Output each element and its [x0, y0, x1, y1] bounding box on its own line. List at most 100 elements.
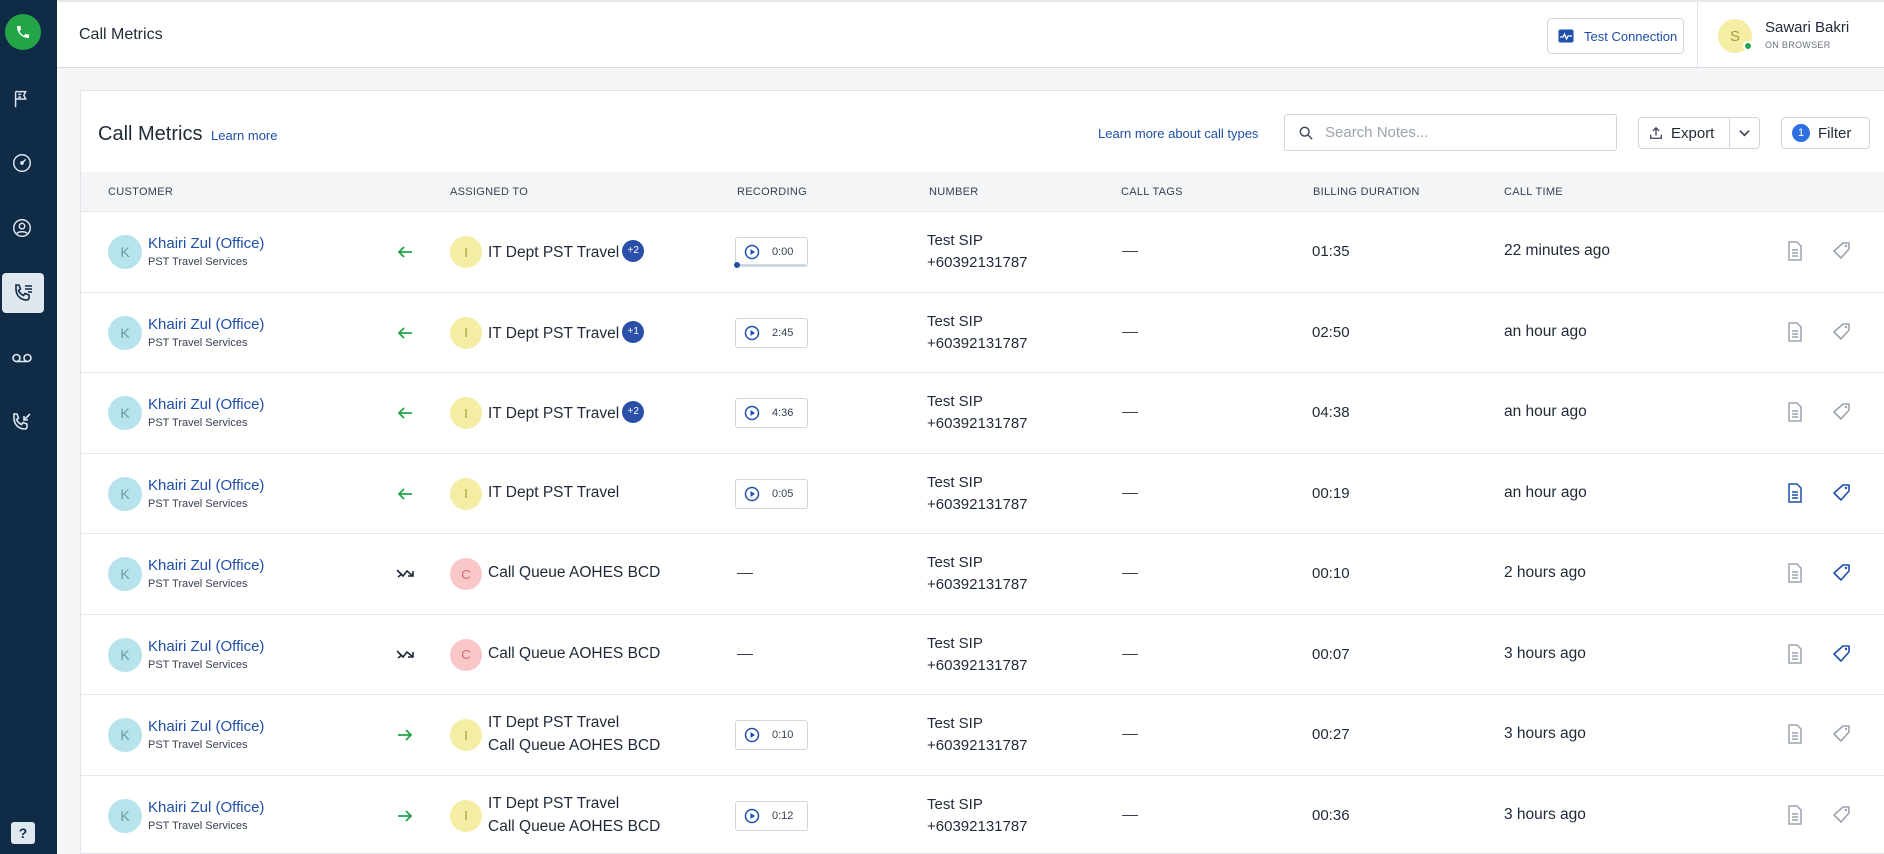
export-dropdown-button[interactable] [1729, 117, 1760, 149]
assigned-to-name[interactable]: IT Dept PST Travel [488, 244, 620, 262]
additional-assignees-badge[interactable]: +2 [622, 240, 645, 262]
learn-more-link[interactable]: Learn more [211, 128, 278, 143]
table-row[interactable]: K Khairi Zul (Office) PST Travel Service… [81, 454, 1884, 534]
tag-button[interactable] [1832, 563, 1852, 588]
tag-button[interactable] [1832, 322, 1852, 347]
learn-more-call-types-link[interactable]: Learn more about call types [1098, 126, 1259, 141]
tag-button[interactable] [1832, 805, 1852, 830]
table-row[interactable]: K Khairi Zul (Office) PST Travel Service… [81, 615, 1884, 695]
table-row[interactable]: K Khairi Zul (Office) PST Travel Service… [81, 212, 1884, 293]
tag-button[interactable] [1832, 402, 1852, 427]
play-recording-button[interactable]: 0:10 [735, 720, 808, 750]
user-name[interactable]: Sawari Bakri [1765, 19, 1850, 36]
sidebar-item-contacts[interactable] [0, 206, 44, 250]
tag-icon [1833, 644, 1850, 662]
search-icon [1299, 126, 1313, 140]
call-time: an hour ago [1504, 322, 1587, 340]
call-time: 22 minutes ago [1504, 242, 1610, 259]
call-time: 2 hours ago [1504, 564, 1586, 581]
notes-button[interactable] [1786, 241, 1804, 266]
chevron-down-icon [1739, 130, 1750, 137]
customer-name-link[interactable]: Khairi Zul (Office) [148, 718, 265, 735]
notes-button[interactable] [1786, 321, 1804, 347]
play-recording-button[interactable]: 0:12 [735, 800, 808, 831]
assigned-to-name[interactable]: Call Queue AOHES BCD [488, 644, 661, 662]
outbound-call-arrow-icon [398, 809, 413, 822]
search-input[interactable] [1325, 124, 1595, 141]
phone-dialer-button[interactable] [5, 14, 41, 50]
filter-button[interactable]: 1 Filter [1781, 117, 1870, 149]
customer-avatar: K [108, 718, 142, 752]
help-button[interactable]: ? [11, 822, 35, 844]
play-recording-button[interactable]: 4:36 [735, 398, 808, 428]
call-time: 3 hours ago [1504, 644, 1586, 662]
assigned-to-queue[interactable]: Call Queue AOHES BCD [488, 737, 661, 754]
customer-name-link[interactable]: Khairi Zul (Office) [148, 637, 265, 655]
assigned-to-name[interactable]: Call Queue AOHES BCD [488, 564, 661, 581]
additional-assignees-badge[interactable]: +2 [622, 401, 645, 423]
no-recording-dash [737, 653, 753, 655]
notes-button[interactable] [1786, 402, 1804, 427]
assigned-to-name[interactable]: IT Dept PST Travel [488, 405, 620, 423]
recording-progress-handle[interactable] [734, 262, 740, 268]
assigned-to-name[interactable]: IT Dept PST Travel [488, 794, 620, 812]
customer-name-link[interactable]: Khairi Zul (Office) [148, 235, 265, 252]
play-recording-button[interactable]: 2:45 [735, 317, 808, 348]
sidebar-item-flag[interactable] [0, 77, 44, 121]
tag-button[interactable] [1832, 483, 1852, 508]
pulse-monitor-icon [1558, 29, 1574, 43]
customer-name-link[interactable]: Khairi Zul (Office) [148, 396, 265, 413]
notes-button[interactable] [1786, 804, 1804, 830]
user-avatar[interactable]: S [1718, 19, 1753, 53]
sidebar-item-voicemail[interactable] [0, 336, 44, 380]
export-button[interactable]: Export [1638, 117, 1730, 149]
call-time: an hour ago [1504, 403, 1587, 420]
test-connection-button[interactable]: Test Connection [1547, 18, 1684, 54]
play-recording-button[interactable]: 0:00 [735, 237, 808, 267]
customer-company: PST Travel Services [148, 336, 248, 349]
billing-duration: 00:36 [1312, 806, 1350, 824]
notes-icon [1788, 563, 1802, 583]
table-row[interactable]: K Khairi Zul (Office) PST Travel Service… [81, 534, 1884, 615]
notes-icon [1788, 402, 1802, 422]
search-notes[interactable] [1284, 114, 1617, 151]
table-row[interactable]: K Khairi Zul (Office) PST Travel Service… [81, 373, 1884, 454]
tag-icon [1833, 725, 1850, 742]
play-recording-button[interactable]: 0:05 [735, 478, 808, 509]
table-row[interactable]: K Khairi Zul (Office) PST Travel Service… [81, 776, 1884, 854]
customer-name-link[interactable]: Khairi Zul (Office) [148, 315, 265, 333]
assigned-to-cell: Call Queue AOHES BCD [488, 645, 660, 663]
customer-name-link[interactable]: Khairi Zul (Office) [148, 557, 265, 574]
assignee-avatar: I [450, 477, 482, 510]
assigned-to-cell: IT Dept PST Travel +2 [488, 240, 645, 264]
table-body: K Khairi Zul (Office) PST Travel Service… [81, 212, 1884, 854]
voicemail-icon [12, 353, 32, 363]
notes-button[interactable] [1786, 643, 1804, 669]
sidebar-item-dashboard[interactable] [0, 141, 44, 185]
assigned-to-name[interactable]: IT Dept PST Travel [488, 714, 620, 731]
assigned-to-queue[interactable]: Call Queue AOHES BCD [488, 817, 661, 835]
tag-button[interactable] [1832, 241, 1852, 266]
export-label: Export [1671, 124, 1715, 142]
notes-button[interactable] [1786, 724, 1804, 749]
sidebar-item-call-metrics[interactable] [2, 273, 44, 313]
notes-button[interactable] [1786, 482, 1804, 508]
assigned-to-name[interactable]: IT Dept PST Travel [488, 324, 620, 342]
customer-company: PST Travel Services [148, 578, 248, 590]
table-row[interactable]: K Khairi Zul (Office) PST Travel Service… [81, 293, 1884, 373]
call-tags-empty-dash [1122, 573, 1138, 574]
additional-assignees-badge[interactable]: +1 [622, 320, 645, 343]
customer-name-link[interactable]: Khairi Zul (Office) [148, 798, 265, 816]
table-row[interactable]: K Khairi Zul (Office) PST Travel Service… [81, 695, 1884, 776]
customer-name-link[interactable]: Khairi Zul (Office) [148, 476, 265, 494]
notes-icon [1788, 804, 1802, 825]
notes-button[interactable] [1786, 563, 1804, 588]
assigned-to-name[interactable]: IT Dept PST Travel [488, 483, 620, 501]
sidebar-item-callback[interactable] [0, 400, 44, 444]
call-tags-empty-dash [1122, 251, 1138, 252]
recording-progress-bar[interactable] [737, 264, 806, 266]
tag-button[interactable] [1832, 724, 1852, 749]
tag-button[interactable] [1832, 644, 1852, 669]
card-title: Call Metrics [98, 123, 203, 145]
column-recording: RECORDING [737, 186, 807, 198]
